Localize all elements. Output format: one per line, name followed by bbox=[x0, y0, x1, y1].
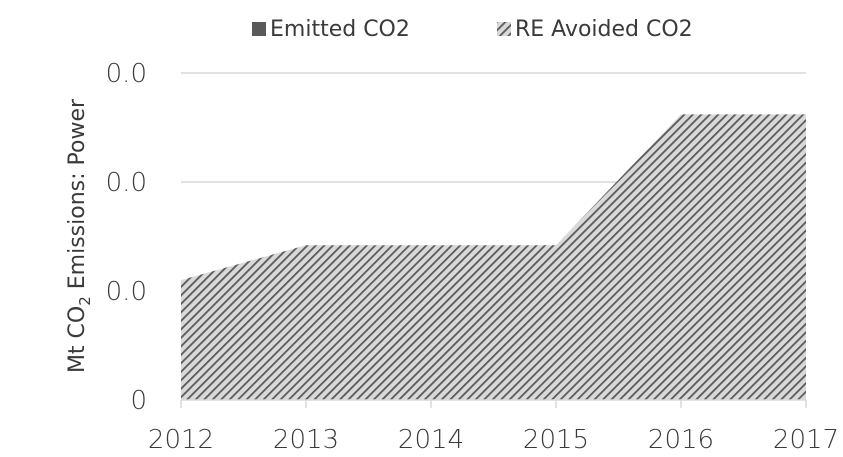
area-series-2 bbox=[181, 114, 806, 401]
legend-swatch bbox=[252, 22, 266, 36]
x-tick-label: 2017 bbox=[773, 425, 839, 455]
x-tick-label: 2015 bbox=[523, 425, 589, 455]
y-tick-label: 0 bbox=[130, 386, 147, 416]
x-tick-label: 2016 bbox=[648, 425, 714, 455]
legend-label: Emitted CO2 bbox=[270, 17, 410, 42]
y-tick-label: 0.0 bbox=[106, 168, 147, 198]
legend-swatch bbox=[497, 22, 511, 36]
y-axis-label: Mt CO2 Emissions: Power bbox=[65, 98, 94, 373]
x-tick-label: 2013 bbox=[273, 425, 339, 455]
y-tick-label: 0.0 bbox=[106, 59, 147, 89]
legend-label: RE Avoided CO2 bbox=[515, 17, 693, 42]
x-tick-label: 2014 bbox=[398, 425, 464, 455]
y-tick-label: 0.0 bbox=[106, 277, 147, 307]
axes: 0 0.0 0.0 0.0 2012 2013 2014 2015 2016 2017 bbox=[106, 59, 839, 455]
x-tick-label: 2012 bbox=[148, 425, 214, 455]
legend: Emitted CO2 RE Avoided CO2 bbox=[252, 17, 693, 42]
plot-area bbox=[181, 114, 806, 401]
